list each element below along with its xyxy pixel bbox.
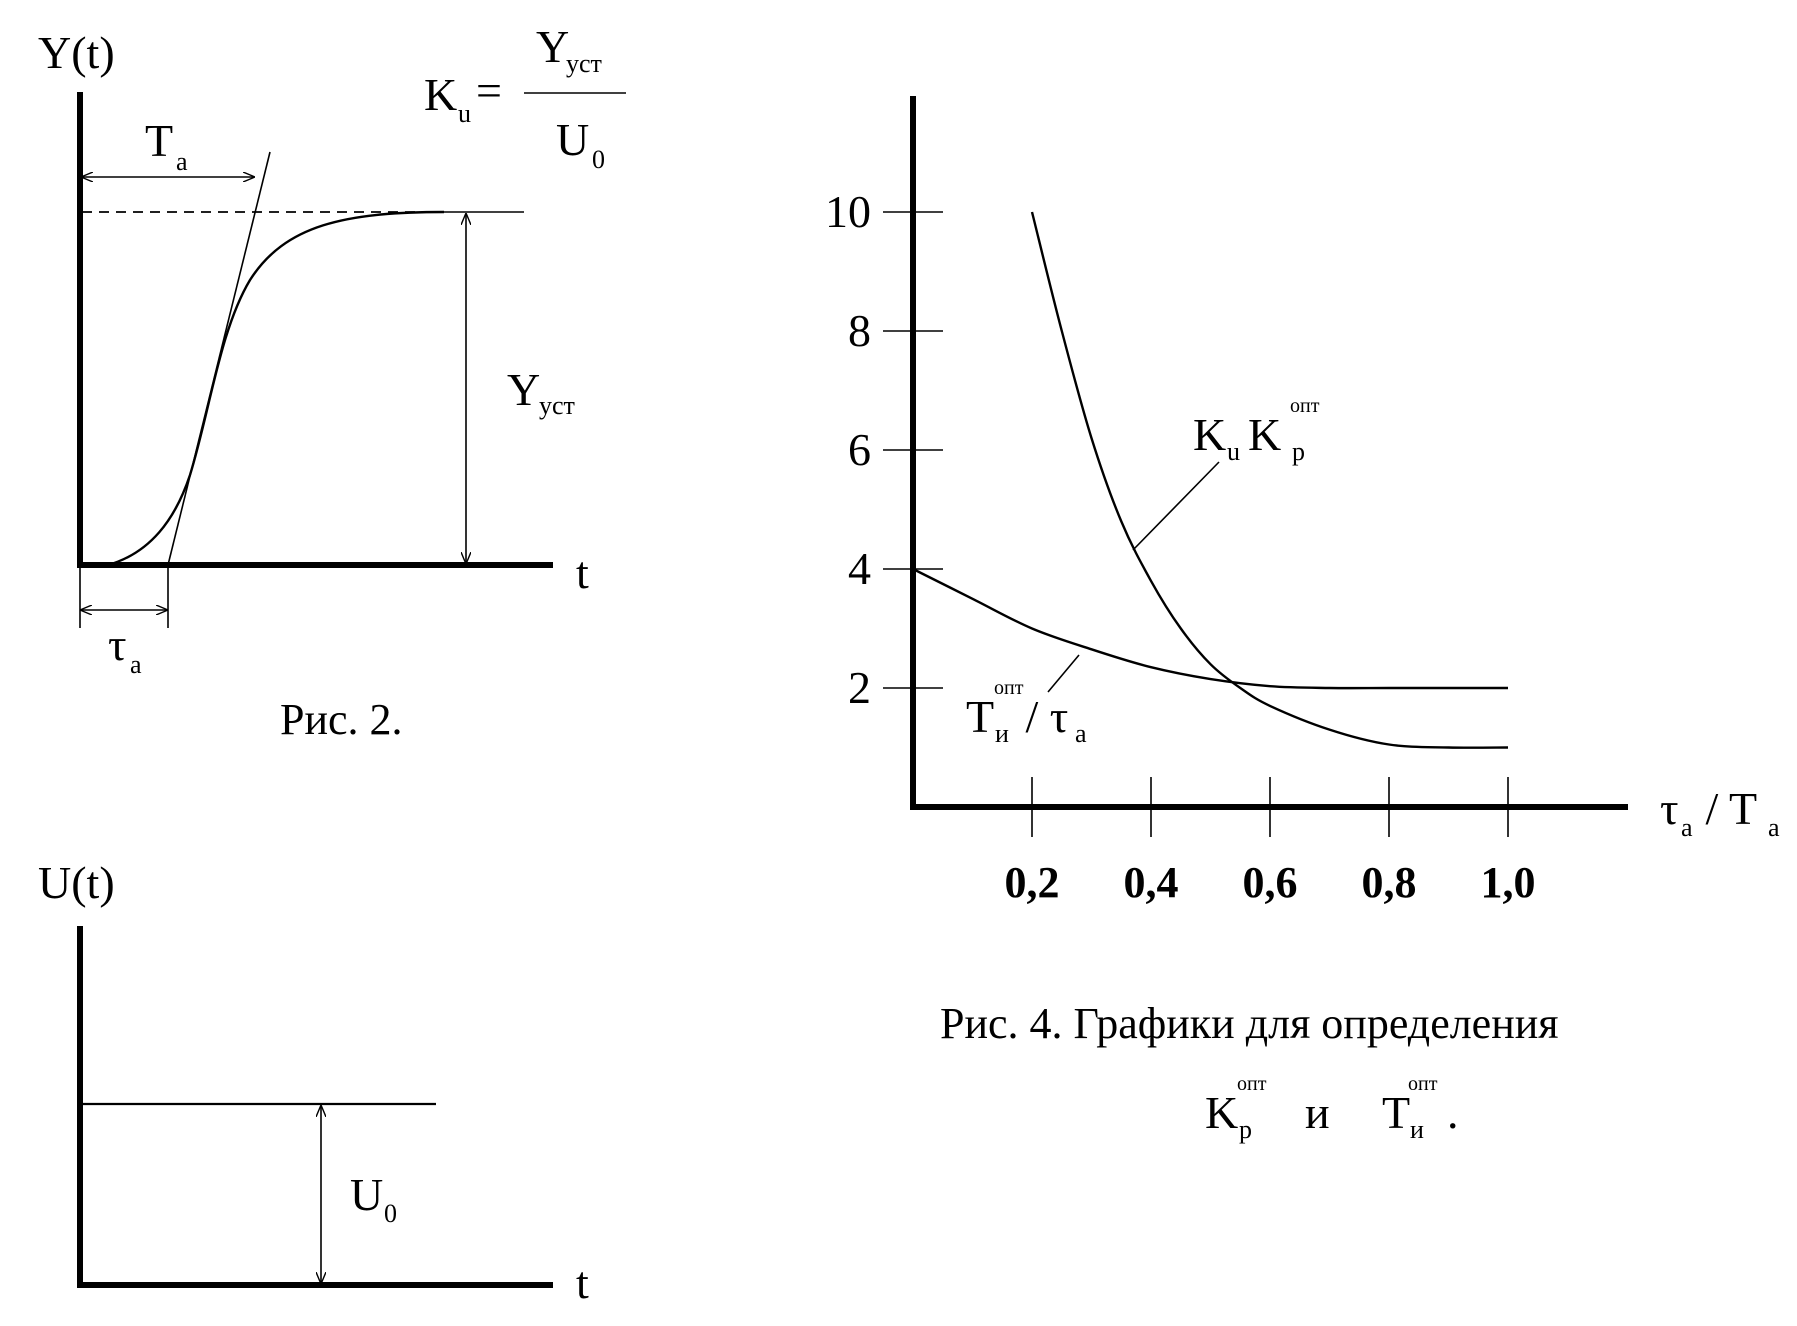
fig2-t-axis-label: t: [576, 547, 589, 598]
fig-u-y-axis-label: U(t): [38, 857, 115, 908]
fig2-ta-sub: a: [176, 147, 188, 176]
fig4-caption-t-sup: опт: [1408, 1073, 1438, 1095]
fig-u-t-axis-label: t: [576, 1257, 589, 1308]
y-tick-label: 8: [848, 305, 871, 356]
fig4-curve2-label-a-sup: опт: [994, 677, 1024, 699]
fig-u-u0-sub: 0: [384, 1199, 397, 1228]
fig4-caption-end: .: [1447, 1087, 1459, 1138]
fig2-formula-denominator-sub: 0: [592, 145, 605, 174]
fig4-curve2-label-sub: a: [1075, 719, 1087, 748]
fig2-formula-lhs-sub: u: [458, 99, 471, 128]
fig4-curve2-label-a: T: [966, 691, 994, 742]
fig4-chart: 2 4 6 8 10 0,2 0,4 0,6 0,8 1,0 τ a / T a K u K p…: [825, 96, 1780, 1144]
fig4-curve2-label-a-sub: и: [995, 719, 1009, 748]
fig4-curve1-leader: [1132, 461, 1220, 551]
series-line-2: [912, 567, 1508, 690]
fig4-y-ticks: 2 4 6 8 10: [825, 186, 943, 713]
fig2-yust-label: Y: [507, 364, 540, 415]
fig4-curve1-label-b: K: [1248, 409, 1281, 460]
fig4-x-ticks: 0,2 0,4 0,6 0,8 1,0: [1005, 777, 1536, 907]
fig4-curve1-label-b-sub: p: [1292, 437, 1305, 466]
fig-u-u0-label: U: [350, 1169, 383, 1220]
fig4-x-axis-sep: / T: [1694, 783, 1757, 834]
y-tick-label: 4: [848, 543, 871, 594]
fig4-x-axis-label: τ: [1660, 783, 1679, 834]
fig4-x-axis-sub2: a: [1768, 813, 1780, 842]
fig2-tau-label: τ: [108, 619, 127, 670]
fig4-curve1-label-a-sub: u: [1227, 437, 1240, 466]
x-tick-label: 0,6: [1243, 858, 1298, 907]
fig4-caption-line1: Рис. 4. Графики для определения: [940, 999, 1559, 1048]
y-tick-label: 2: [848, 662, 871, 713]
fig2-tau-sub: a: [130, 650, 142, 679]
series-line-1: [1030, 211, 1509, 749]
fig2-yust-sub: уст: [539, 391, 575, 420]
fig-u-step-input: U(t) t U 0: [38, 857, 589, 1308]
fig4-caption-k: K: [1205, 1087, 1238, 1138]
y-tick-label: 6: [848, 424, 871, 475]
x-tick-label: 0,2: [1005, 858, 1060, 907]
fig4-caption-t: T: [1382, 1087, 1410, 1138]
fig2-formula-numerator: Y: [536, 21, 569, 72]
fig2-formula-eq: =: [476, 65, 502, 116]
fig4-curve1-label-b-sup: опт: [1290, 395, 1320, 417]
y-tick-label: 10: [825, 186, 871, 237]
fig2-y-axis-label: Y(t): [38, 27, 115, 78]
fig2-step-response: Y(t) t K u = Y уст U 0 T a Y уст τ a Рис…: [38, 21, 626, 744]
fig4-caption-t-sub: и: [1410, 1115, 1424, 1144]
fig2-formula-numerator-sub: уст: [566, 49, 602, 78]
x-tick-label: 1,0: [1481, 858, 1536, 907]
fig4-curve1-label-a: K: [1193, 409, 1226, 460]
fig4-caption-k-sup: опт: [1237, 1073, 1267, 1095]
fig2-ta-label: T: [145, 115, 173, 166]
fig4-caption-and: и: [1305, 1087, 1330, 1138]
fig2-formula-lhs: K: [424, 69, 457, 120]
x-tick-label: 0,8: [1362, 858, 1417, 907]
fig4-curve2-label-sep: / τ: [1014, 691, 1068, 742]
fig2-response-curve: [107, 210, 445, 567]
fig4-curve2-leader: [1047, 654, 1080, 693]
fig2-formula-denominator: U: [556, 114, 589, 165]
fig2-caption: Рис. 2.: [280, 695, 403, 744]
fig4-series: [912, 211, 1509, 749]
x-tick-label: 0,4: [1124, 858, 1179, 907]
fig4-caption-k-sub: p: [1239, 1115, 1252, 1144]
fig4-x-axis-sub1: a: [1681, 813, 1693, 842]
